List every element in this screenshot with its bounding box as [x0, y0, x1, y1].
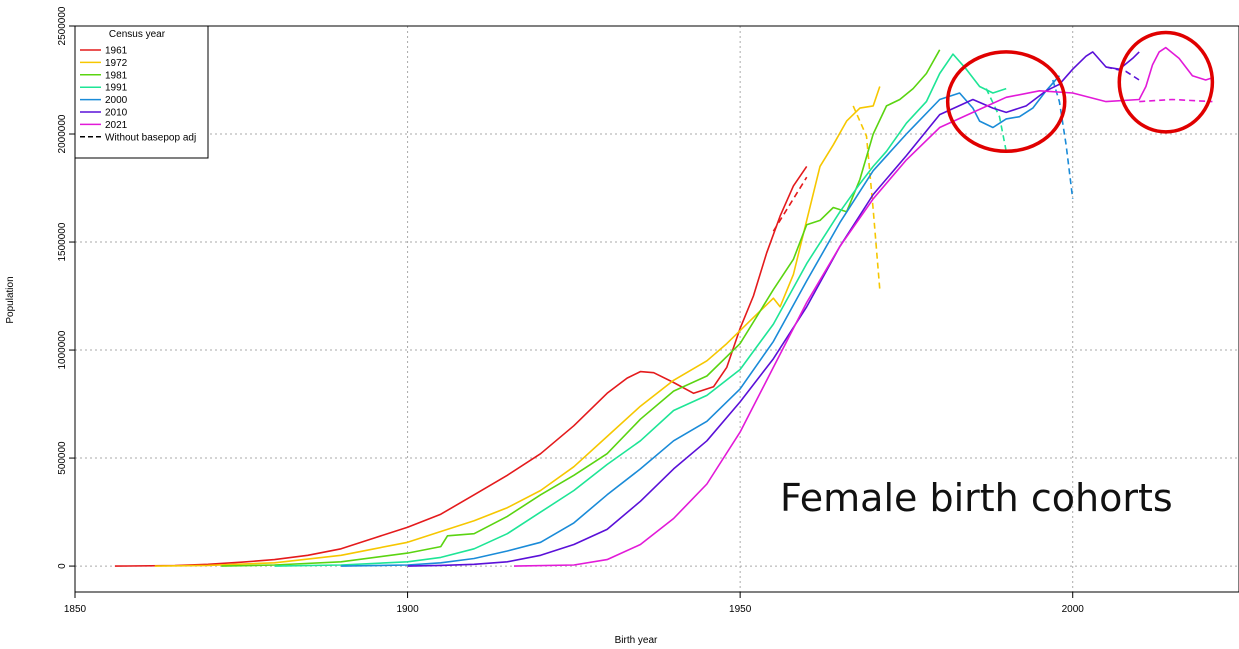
- ticks: 1850 1900 1950 2000 0 500000 1000000 1500000 200…: [57, 6, 1084, 615]
- x-tick-label: 1950: [729, 604, 752, 615]
- series-line-dashed: [1139, 98, 1213, 103]
- legend-entry-label: 1972: [105, 58, 128, 69]
- series-line-dashed: [985, 88, 1007, 152]
- legend-entry-label: 2021: [105, 120, 128, 131]
- x-tick-label: 2000: [1062, 604, 1085, 615]
- legend-entry-label: 1981: [105, 70, 128, 81]
- series-line-2010: [407, 51, 1140, 567]
- x-tick-label: 1850: [64, 604, 87, 615]
- series-line-dashed: [852, 105, 881, 290]
- series-layer: [114, 46, 1213, 567]
- y-tick-label: 1500000: [57, 222, 68, 261]
- legend-entry-label: 2010: [105, 108, 128, 119]
- y-tick-label: 2000000: [57, 114, 68, 153]
- series-line-dashed: [1105, 66, 1140, 81]
- highlight-circle: [945, 50, 1067, 154]
- annotation-layer: [945, 30, 1215, 154]
- legend-entry-label: 1991: [105, 83, 128, 94]
- legend-entry-label: 1961: [105, 46, 128, 57]
- y-axis-title: Population: [5, 276, 16, 323]
- y-tick-label: 1000000: [57, 330, 68, 369]
- series-line-1981: [221, 49, 941, 567]
- series-line-dashed: [1052, 79, 1074, 199]
- y-tick-label: 2500000: [57, 6, 68, 45]
- y-tick-label: 500000: [57, 441, 68, 475]
- legend-entry-label: Without basepop adj: [105, 132, 196, 143]
- series-line-2021: [513, 46, 1213, 567]
- legend-title: Census year: [109, 29, 166, 40]
- x-tick-label: 1900: [396, 604, 419, 615]
- series-line-1961: [114, 165, 808, 567]
- y-tick-label: 0: [57, 563, 68, 569]
- annotation-text: Female birth cohorts: [780, 476, 1173, 520]
- series-line-2000: [341, 75, 1061, 567]
- highlight-circle: [1117, 30, 1215, 134]
- x-axis-title: Birth year: [615, 635, 658, 646]
- legend-entry-label: 2000: [105, 95, 128, 106]
- series-line-1991: [274, 53, 1007, 567]
- legend-box: [74, 25, 209, 159]
- series-line-1972: [154, 86, 881, 567]
- plot-frame: [74, 25, 1239, 593]
- series-line-dashed: [772, 176, 808, 232]
